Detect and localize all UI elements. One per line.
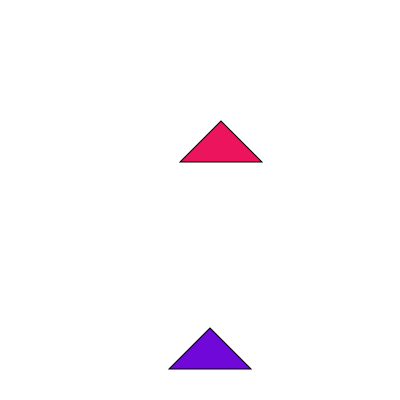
purple-triangle: [167, 327, 253, 370]
red-triangle: [178, 120, 264, 163]
